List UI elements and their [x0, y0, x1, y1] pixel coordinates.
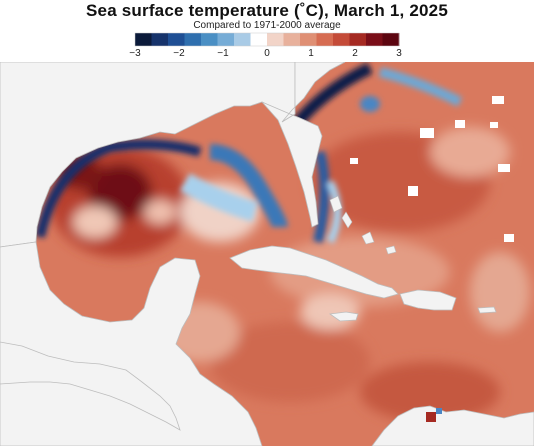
legend-swatch	[217, 33, 235, 46]
legend-tick-label: 1	[308, 48, 314, 59]
legend-swatch	[267, 33, 284, 46]
hot-spot-venezuela	[426, 412, 436, 422]
land-mexico-central-america	[0, 241, 263, 446]
sst-anomaly-map	[0, 62, 534, 446]
legend-swatch	[135, 33, 152, 46]
legend-swatch	[168, 33, 185, 46]
legend-swatch	[283, 33, 301, 46]
legend-swatch	[300, 33, 317, 46]
map-subtitle: Compared to 1971-2000 average	[193, 20, 341, 31]
legend-ticks: −3 −2 −1 0 1 2 3	[129, 48, 402, 59]
land-hispaniola	[399, 289, 457, 311]
legend-tick-label: −3	[129, 48, 141, 59]
legend-swatches	[134, 32, 400, 47]
legend-swatch	[349, 33, 367, 46]
legend-swatch	[366, 33, 383, 46]
legend-tick-label: −2	[173, 48, 185, 59]
cold-spot-venezuela	[436, 408, 442, 414]
legend-swatch	[234, 33, 251, 46]
legend-swatch	[201, 33, 218, 46]
land-jamaica	[328, 311, 359, 322]
legend-swatch	[382, 33, 400, 46]
legend-tick-label: 2	[352, 48, 358, 59]
legend-swatch	[333, 33, 350, 46]
color-legend: −3 −2 −1 0 1 2 3	[129, 32, 402, 59]
legend-tick-label: −1	[217, 48, 229, 59]
legend-swatch	[250, 33, 268, 46]
map-title: Sea surface temperature (˚C), March 1, 2…	[86, 1, 448, 20]
land-south-america	[371, 405, 534, 446]
legend-border	[134, 32, 400, 47]
land-cuba	[229, 245, 399, 299]
legend-tick-label: 3	[396, 48, 402, 59]
land-florida-peninsula	[261, 62, 346, 228]
land-puerto-rico	[477, 306, 497, 314]
legend-tick-label: 0	[264, 48, 270, 59]
land-bahamas	[329, 195, 397, 255]
legend-swatch	[184, 33, 202, 46]
legend-swatch	[316, 33, 334, 46]
neutral-patches	[350, 96, 514, 242]
legend-swatch	[151, 33, 169, 46]
